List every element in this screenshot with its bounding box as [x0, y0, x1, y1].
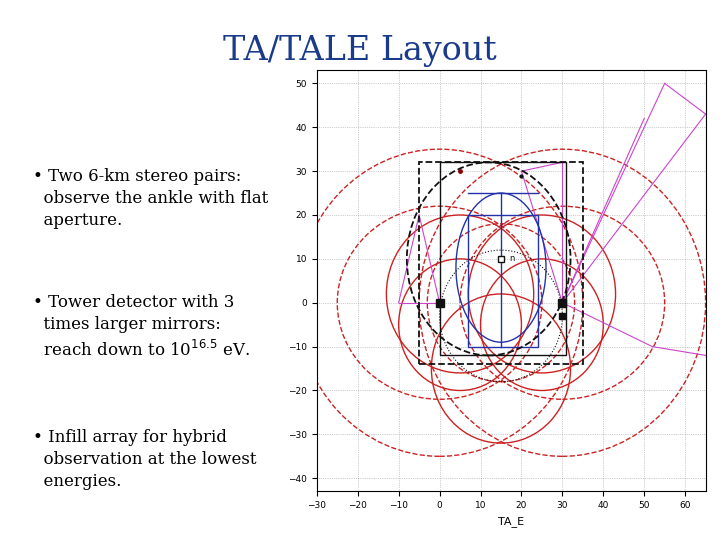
Text: • Two 6-km stereo pairs:
  observe the ankle with flat
  aperture.: • Two 6-km stereo pairs: observe the ank… — [33, 167, 269, 229]
Text: TA/TALE Layout: TA/TALE Layout — [223, 35, 497, 67]
X-axis label: TA_E: TA_E — [498, 516, 524, 526]
Bar — [440, 163, 567, 355]
Text: n: n — [509, 254, 515, 264]
Bar — [468, 215, 538, 347]
Text: • Infill array for hybrid
  observation at the lowest
  energies.: • Infill array for hybrid observation at… — [33, 429, 256, 490]
Text: • Tower detector with 3
  times larger mirrors:
  reach down to 10$^{16.5}$ eV.: • Tower detector with 3 times larger mir… — [33, 294, 250, 360]
Bar — [419, 163, 582, 364]
